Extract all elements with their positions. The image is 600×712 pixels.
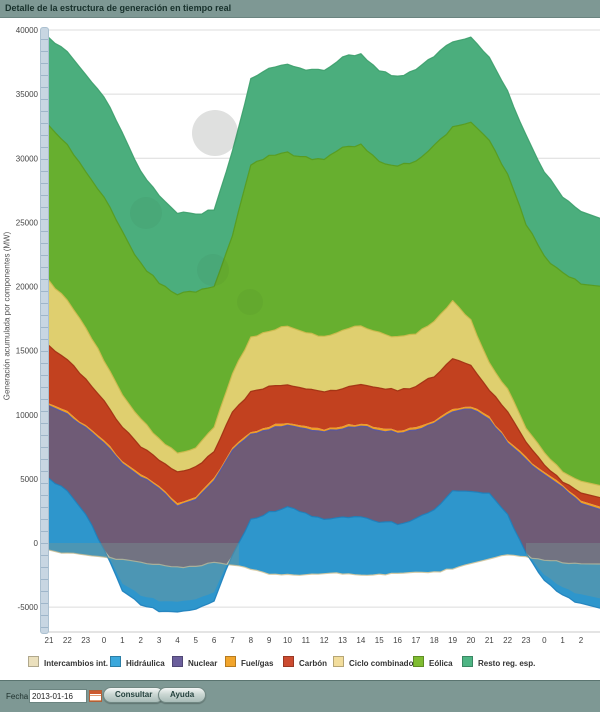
svg-text:8: 8 xyxy=(249,636,254,645)
svg-text:17: 17 xyxy=(411,636,420,645)
legend-label: Eólica xyxy=(429,659,453,668)
legend-label: Intercambios int. xyxy=(44,659,109,668)
svg-text:3: 3 xyxy=(157,636,162,645)
vertical-scrollbar[interactable] xyxy=(40,27,49,634)
legend-swatch xyxy=(413,656,424,667)
svg-text:23: 23 xyxy=(522,636,531,645)
svg-text:23: 23 xyxy=(81,636,90,645)
x-axis-labels: 21 22 23 0 1 2 3 4 5 6 7 8 9 10 11 12 13 14 15 16 17 18 19 20 21… xyxy=(45,636,584,645)
legend-swatch xyxy=(333,656,344,667)
svg-text:18: 18 xyxy=(430,636,439,645)
legend-swatch xyxy=(462,656,473,667)
svg-text:19: 19 xyxy=(448,636,457,645)
svg-text:14: 14 xyxy=(356,636,365,645)
svg-text:12: 12 xyxy=(320,636,329,645)
page-title: Detalle de la estructura de generación e… xyxy=(5,3,232,13)
legend-item-2: Hidráulica xyxy=(110,653,165,668)
svg-text:1: 1 xyxy=(120,636,125,645)
svg-text:0: 0 xyxy=(102,636,107,645)
date-input[interactable] xyxy=(29,689,87,703)
legend-label: Nuclear xyxy=(188,659,218,668)
svg-text:1: 1 xyxy=(560,636,565,645)
svg-text:15: 15 xyxy=(375,636,384,645)
y-axis-label: Generación acumulada por componentes (MW… xyxy=(2,231,12,401)
svg-text:7: 7 xyxy=(230,636,235,645)
svg-text:5000: 5000 xyxy=(20,475,38,484)
footer-bar: Fecha Consultar Ayuda xyxy=(0,680,600,712)
legend-label: Resto reg. esp. xyxy=(478,659,536,668)
date-label: Fecha xyxy=(6,692,29,701)
svg-text:0: 0 xyxy=(542,636,547,645)
legend-item-4: Fuel/gas xyxy=(225,653,274,668)
area-carbon xyxy=(48,345,600,507)
legend-label: Hidráulica xyxy=(126,659,165,668)
svg-text:35000: 35000 xyxy=(16,90,39,99)
svg-text:0: 0 xyxy=(34,539,39,548)
legend-label: Carbón xyxy=(299,659,327,668)
svg-text:2: 2 xyxy=(579,636,584,645)
svg-text:21: 21 xyxy=(45,636,54,645)
ayuda-button[interactable]: Ayuda xyxy=(158,687,207,703)
svg-text:20: 20 xyxy=(466,636,475,645)
svg-text:13: 13 xyxy=(338,636,347,645)
legend-label: Ciclo combinado xyxy=(349,659,414,668)
svg-text:4: 4 xyxy=(175,636,180,645)
consultar-button[interactable]: Consultar xyxy=(103,687,165,703)
svg-text:20000: 20000 xyxy=(16,283,39,292)
svg-text:15000: 15000 xyxy=(16,347,39,356)
generation-structure-chart: 40000 35000 30000 25000 20000 15000 10000 5000 0… xyxy=(16,26,600,645)
legend-item-5: Carbón xyxy=(283,653,327,668)
plot-area xyxy=(48,36,600,613)
svg-text:22: 22 xyxy=(503,636,512,645)
legend: Intercambios int. Hidráulica Nuclear Fuel/g… xyxy=(0,649,600,669)
legend-swatch xyxy=(283,656,294,667)
legend-swatch xyxy=(110,656,121,667)
svg-text:30000: 30000 xyxy=(16,154,39,163)
svg-text:16: 16 xyxy=(393,636,402,645)
legend-item-1: Intercambios int. xyxy=(28,653,109,668)
legend-swatch xyxy=(225,656,236,667)
svg-text:25000: 25000 xyxy=(16,218,39,227)
svg-text:9: 9 xyxy=(267,636,272,645)
svg-text:10000: 10000 xyxy=(16,411,39,420)
legend-swatch xyxy=(28,656,39,667)
svg-text:5: 5 xyxy=(194,636,199,645)
area-eolica xyxy=(48,122,600,486)
legend-item-7: Eólica xyxy=(413,653,453,668)
svg-text:21: 21 xyxy=(485,636,494,645)
area-hidraulica xyxy=(48,478,600,612)
area-nuclear xyxy=(48,405,600,568)
calendar-icon[interactable] xyxy=(89,690,102,702)
area-resto xyxy=(48,37,600,295)
svg-text:40000: 40000 xyxy=(16,26,39,35)
svg-text:10: 10 xyxy=(283,636,292,645)
negative-overlay-zones xyxy=(48,543,600,602)
legend-item-3: Nuclear xyxy=(172,653,218,668)
legend-label: Fuel/gas xyxy=(241,659,274,668)
svg-text:11: 11 xyxy=(302,636,311,645)
legend-item-8: Resto reg. esp. xyxy=(462,653,536,668)
svg-text:-5000: -5000 xyxy=(18,603,39,612)
area-ciclo xyxy=(48,280,600,498)
svg-text:2: 2 xyxy=(138,636,143,645)
svg-text:6: 6 xyxy=(212,636,217,645)
title-bar: Detalle de la estructura de generación e… xyxy=(0,0,600,18)
legend-item-6: Ciclo combinado xyxy=(333,653,414,668)
y-axis-labels: 40000 35000 30000 25000 20000 15000 10000 5000 0… xyxy=(16,26,39,612)
svg-text:22: 22 xyxy=(63,636,72,645)
legend-swatch xyxy=(172,656,183,667)
